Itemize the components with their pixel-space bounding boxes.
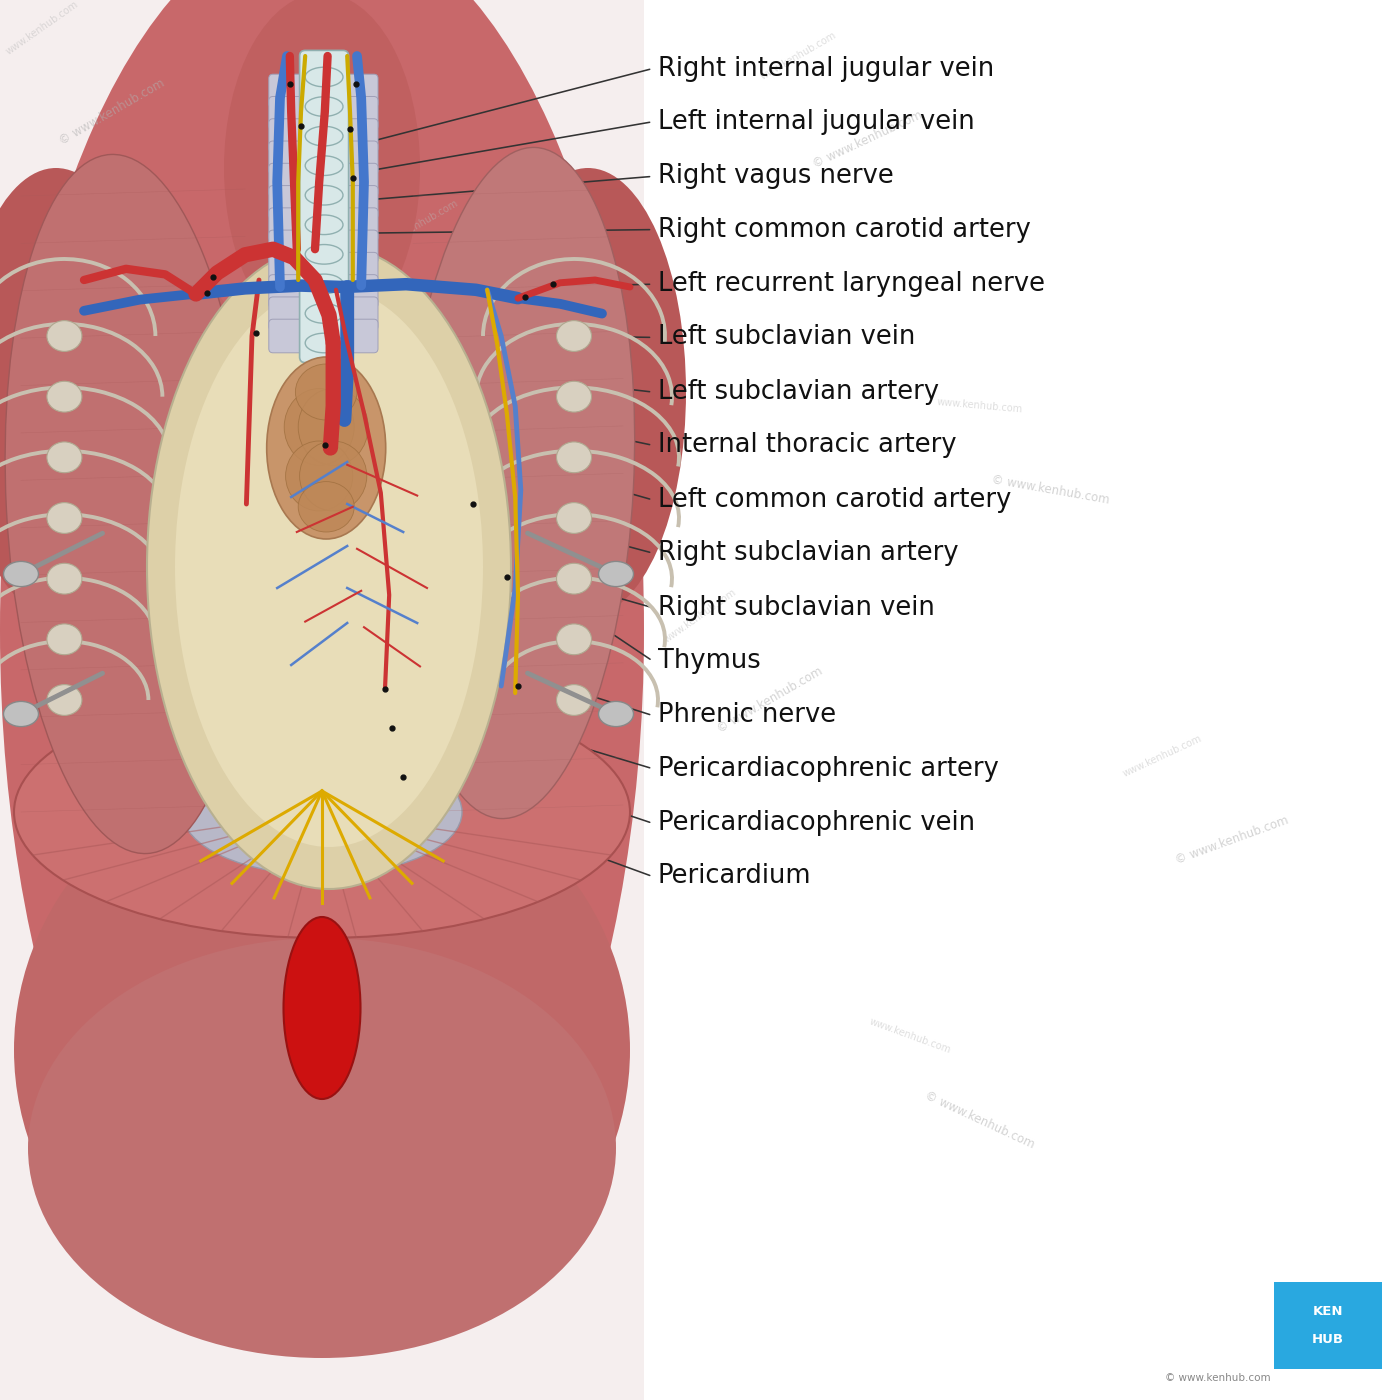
FancyBboxPatch shape (269, 297, 378, 330)
Text: © www.kenhub.com: © www.kenhub.com (923, 1089, 1037, 1151)
Text: Right common carotid artery: Right common carotid artery (658, 217, 1030, 242)
Ellipse shape (14, 756, 630, 1344)
Text: www.kenhub.com: www.kenhub.com (1121, 734, 1203, 778)
Text: © www.kenhub.com: © www.kenhub.com (109, 953, 227, 1007)
Ellipse shape (14, 686, 630, 938)
Text: www.kenhub.com: www.kenhub.com (4, 0, 80, 57)
FancyBboxPatch shape (269, 186, 378, 220)
Ellipse shape (0, 0, 644, 1344)
Ellipse shape (14, 252, 266, 644)
Ellipse shape (48, 503, 81, 533)
Text: Left subclavian vein: Left subclavian vein (658, 325, 916, 350)
Ellipse shape (48, 442, 81, 473)
Text: Internal thoracic artery: Internal thoracic artery (658, 433, 956, 458)
Ellipse shape (298, 482, 354, 532)
Ellipse shape (0, 168, 154, 616)
FancyBboxPatch shape (269, 119, 378, 153)
Ellipse shape (147, 245, 511, 889)
FancyBboxPatch shape (1274, 1282, 1382, 1369)
Ellipse shape (28, 938, 616, 1358)
Ellipse shape (298, 388, 368, 466)
Ellipse shape (175, 287, 483, 847)
Text: © www.kenhub.com: © www.kenhub.com (1165, 1372, 1271, 1383)
Ellipse shape (557, 321, 591, 351)
Ellipse shape (224, 0, 420, 343)
Ellipse shape (557, 381, 591, 412)
Text: © www.kenhub.com: © www.kenhub.com (715, 665, 825, 735)
Ellipse shape (599, 701, 633, 727)
Text: Right subclavian artery: Right subclavian artery (658, 540, 959, 566)
Text: www.kenhub.com: www.kenhub.com (419, 811, 505, 841)
FancyBboxPatch shape (269, 74, 378, 108)
Text: www.kenhub.com: www.kenhub.com (195, 603, 281, 629)
Ellipse shape (3, 561, 39, 587)
Ellipse shape (48, 381, 81, 412)
Text: © www.kenhub.com: © www.kenhub.com (1173, 813, 1291, 867)
Text: www.kenhub.com: www.kenhub.com (937, 398, 1023, 414)
FancyArrowPatch shape (24, 533, 102, 573)
Text: KEN: KEN (1313, 1305, 1343, 1319)
Text: Pericardiacophrenic vein: Pericardiacophrenic vein (658, 811, 976, 836)
Text: Left subclavian artery: Left subclavian artery (658, 379, 939, 405)
Ellipse shape (182, 749, 462, 875)
Text: © www.kenhub.com: © www.kenhub.com (473, 883, 591, 937)
Ellipse shape (284, 388, 354, 466)
Text: © www.kenhub.com: © www.kenhub.com (57, 77, 167, 147)
FancyArrowPatch shape (528, 673, 613, 713)
FancyBboxPatch shape (269, 230, 378, 263)
Text: © www.kenhub.com: © www.kenhub.com (249, 678, 367, 722)
Ellipse shape (6, 154, 252, 854)
Ellipse shape (378, 252, 630, 644)
Text: www.kenhub.com: www.kenhub.com (662, 587, 738, 645)
FancyArrowPatch shape (528, 533, 613, 573)
Text: Left common carotid artery: Left common carotid artery (658, 487, 1011, 512)
Text: Left internal jugular vein: Left internal jugular vein (658, 109, 974, 134)
Text: www.kenhub.com: www.kenhub.com (57, 874, 139, 918)
Ellipse shape (295, 364, 357, 420)
FancyBboxPatch shape (269, 141, 378, 175)
FancyBboxPatch shape (300, 50, 349, 363)
Text: www.kenhub.com: www.kenhub.com (381, 199, 459, 249)
Text: Left recurrent laryngeal nerve: Left recurrent laryngeal nerve (658, 272, 1044, 297)
Text: Pericardiacophrenic artery: Pericardiacophrenic artery (658, 756, 998, 781)
Text: Pericardium: Pericardium (658, 864, 812, 889)
FancyBboxPatch shape (269, 274, 378, 308)
Text: © www.kenhub.com: © www.kenhub.com (990, 473, 1110, 507)
Ellipse shape (48, 624, 81, 655)
Ellipse shape (557, 685, 591, 715)
Ellipse shape (283, 917, 361, 1099)
Ellipse shape (402, 147, 634, 819)
Ellipse shape (490, 168, 686, 616)
Ellipse shape (267, 357, 386, 539)
Text: www.kenhub.com: www.kenhub.com (759, 31, 837, 81)
Text: Right subclavian vein: Right subclavian vein (658, 595, 935, 620)
FancyBboxPatch shape (269, 164, 378, 197)
FancyBboxPatch shape (269, 319, 378, 353)
Bar (0, 0, 644, 1400)
Text: Right internal jugular vein: Right internal jugular vein (658, 56, 994, 81)
FancyBboxPatch shape (269, 97, 378, 130)
Ellipse shape (557, 442, 591, 473)
Text: Right vagus nerve: Right vagus nerve (658, 164, 893, 189)
FancyBboxPatch shape (269, 207, 378, 241)
Ellipse shape (48, 321, 81, 351)
FancyArrowPatch shape (24, 673, 102, 713)
Ellipse shape (599, 561, 633, 587)
Text: Thymus: Thymus (658, 648, 760, 673)
Text: www.kenhub.com: www.kenhub.com (868, 1016, 952, 1056)
Text: © www.kenhub.com: © www.kenhub.com (811, 109, 925, 171)
Ellipse shape (3, 701, 39, 727)
Ellipse shape (557, 563, 591, 594)
Text: Phrenic nerve: Phrenic nerve (658, 703, 836, 728)
Ellipse shape (48, 685, 81, 715)
Ellipse shape (557, 624, 591, 655)
Ellipse shape (48, 563, 81, 594)
FancyBboxPatch shape (269, 252, 378, 286)
Ellipse shape (300, 441, 367, 511)
Ellipse shape (557, 503, 591, 533)
Ellipse shape (286, 441, 353, 511)
Text: © www.kenhub.com: © www.kenhub.com (433, 277, 547, 339)
Text: HUB: HUB (1312, 1333, 1344, 1347)
